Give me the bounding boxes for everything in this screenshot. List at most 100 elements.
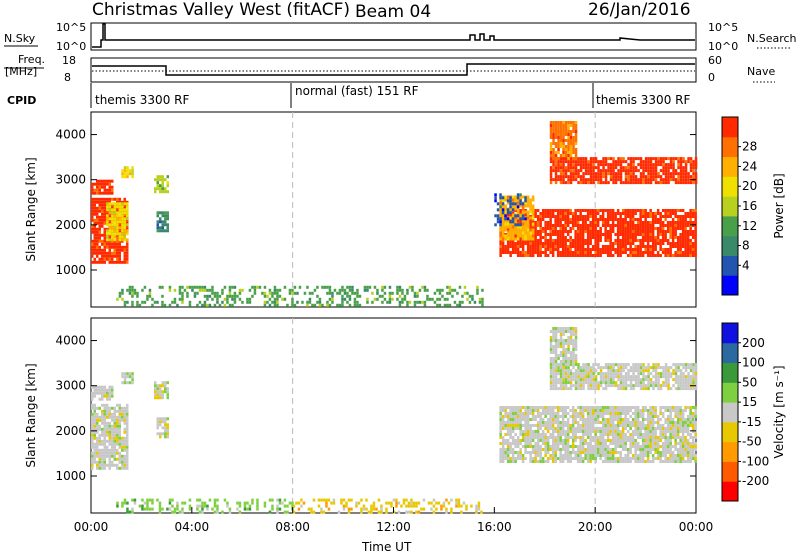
data-cell: [649, 221, 652, 224]
data-cell: [526, 234, 530, 238]
data-cell: [108, 257, 111, 261]
data-cell: [506, 231, 510, 235]
data-cell: [594, 384, 598, 388]
data-cell: [541, 212, 545, 215]
data-cell: [596, 242, 600, 245]
data-cell: [313, 288, 317, 292]
data-cell: [694, 163, 698, 167]
nsky-tick-bottom: 10^0: [56, 40, 86, 53]
data-cell: [679, 233, 682, 236]
data-cell: [534, 454, 537, 457]
data-cell: [664, 460, 667, 463]
data-cell: [552, 351, 555, 354]
data-cell: [561, 439, 565, 442]
data-cell: [644, 169, 648, 173]
data-cell: [509, 251, 512, 254]
data-cell: [656, 209, 660, 212]
data-cell: [587, 384, 590, 388]
data-cell: [679, 442, 682, 445]
data-cell: [576, 460, 580, 463]
data-cell: [263, 291, 267, 295]
data-cell: [438, 297, 442, 301]
data-cell: [546, 460, 550, 463]
data-cell: [684, 178, 688, 182]
data-cell: [111, 415, 114, 419]
data-cell: [632, 372, 635, 376]
data-cell: [691, 454, 695, 457]
data-cell: [606, 430, 610, 433]
y-tick-label: 4000: [55, 128, 86, 142]
data-cell: [657, 384, 660, 388]
data-cell: [596, 415, 600, 418]
data-cell: [101, 454, 104, 458]
data-cell: [318, 303, 322, 307]
data-cell: [609, 218, 612, 221]
data-cell: [118, 415, 121, 419]
data-cell: [659, 163, 663, 167]
data-cell: [111, 418, 114, 422]
data-cell: [579, 175, 583, 179]
data-cell: [554, 336, 558, 339]
data-cell: [654, 221, 657, 224]
data-cell: [634, 439, 637, 442]
data-cell: [674, 415, 677, 418]
data-cell: [561, 424, 565, 427]
data-cell: [541, 209, 545, 212]
data-cell: [536, 248, 540, 251]
data-cell: [651, 233, 655, 236]
data-cell: [499, 225, 502, 229]
data-cell: [108, 421, 111, 425]
data-cell: [569, 166, 573, 170]
data-cell: [251, 285, 254, 289]
data-cell: [509, 254, 512, 257]
data-cell: [166, 211, 169, 215]
data-cell: [642, 384, 645, 388]
data-cell: [556, 254, 560, 257]
data-cell: [666, 421, 670, 424]
data-cell: [111, 394, 114, 398]
data-cell: [611, 427, 615, 430]
data-cell: [619, 233, 622, 236]
data-cell: [564, 124, 568, 127]
data-cell: [499, 460, 502, 463]
data-cell: [672, 369, 675, 373]
data-cell: [644, 454, 647, 457]
data-cell: [649, 439, 652, 442]
data-cell: [649, 409, 652, 412]
data-cell: [659, 248, 662, 251]
data-cell: [93, 445, 96, 449]
data-cell: [691, 424, 695, 427]
data-cell: [621, 442, 625, 445]
data-cell: [652, 387, 655, 391]
data-cell: [103, 427, 106, 431]
data-cell: [589, 166, 593, 170]
data-cell: [544, 248, 547, 251]
data-cell: [336, 291, 339, 295]
data-cell: [694, 245, 697, 248]
data-cell: [646, 248, 650, 251]
data-cell: [606, 421, 610, 424]
data-cell: [388, 291, 392, 295]
data-cell: [667, 378, 670, 382]
data-cell: [691, 439, 695, 442]
colorbar-tick-label: 4: [742, 258, 750, 272]
data-cell: [591, 406, 595, 409]
data-cell: [93, 403, 96, 407]
data-cell: [446, 291, 449, 295]
data-cell: [587, 163, 590, 167]
data-cell: [671, 242, 675, 245]
data-cell: [273, 288, 277, 292]
data-cell: [622, 375, 625, 379]
data-cell: [466, 297, 469, 301]
data-cell: [606, 448, 610, 451]
data-cell: [606, 457, 610, 460]
data-cell: [614, 212, 617, 215]
data-cell: [579, 406, 582, 409]
data-cell: [521, 219, 525, 223]
data-cell: [579, 430, 582, 433]
data-cell: [684, 221, 687, 224]
data-cell: [123, 197, 126, 201]
data-cell: [131, 285, 134, 289]
data-cell: [681, 245, 685, 248]
data-cell: [121, 172, 124, 176]
